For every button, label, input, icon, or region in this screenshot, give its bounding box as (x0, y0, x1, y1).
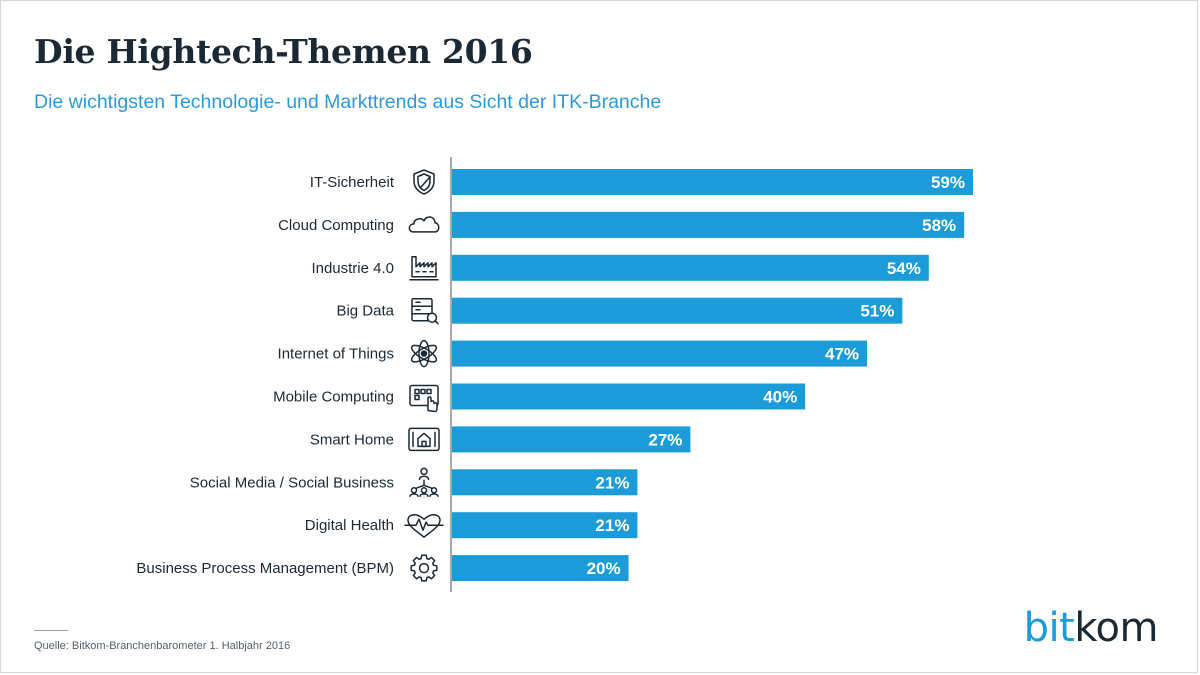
cloud-icon (408, 216, 440, 233)
bar (452, 383, 806, 410)
category-label: Mobile Computing (273, 389, 394, 406)
bar-value-label: 54% (887, 259, 921, 278)
shield-icon (413, 169, 435, 195)
gear-icon (410, 554, 438, 582)
source-divider (34, 630, 68, 631)
tablet-touch-icon (409, 384, 439, 413)
bar-value-label: 40% (763, 388, 797, 407)
category-label: Digital Health (305, 517, 394, 534)
bar (452, 512, 638, 539)
bar-value-label: 59% (931, 173, 965, 192)
category-label: Internet of Things (278, 346, 394, 363)
bar (452, 169, 973, 195)
server-search-icon (411, 297, 439, 325)
bar-value-label: 21% (595, 473, 629, 492)
category-label: Social Media / Social Business (190, 474, 394, 491)
bar (452, 426, 691, 453)
bar-value-label: 20% (587, 559, 621, 578)
bar-value-label: 27% (648, 430, 682, 449)
atom-icon (410, 339, 438, 368)
category-label: Industrie 4.0 (311, 260, 394, 277)
logo-part-kom: kom (1074, 605, 1158, 651)
category-label: Big Data (336, 303, 394, 320)
bar (452, 469, 638, 496)
bar-value-label: 21% (595, 516, 629, 535)
category-label: Business Process Management (BPM) (136, 560, 394, 577)
bar-value-label: 51% (860, 302, 894, 321)
bar (452, 297, 903, 324)
factory-icon (409, 256, 439, 281)
bar-value-label: 47% (825, 345, 859, 364)
bar (452, 340, 867, 367)
category-label: Cloud Computing (278, 217, 394, 234)
people-network-icon (409, 467, 439, 498)
source-note: Quelle: Bitkom-Branchenbarometer 1. Halb… (34, 640, 291, 652)
bar (452, 555, 629, 582)
logo-part-bit: bit (1023, 605, 1075, 651)
bar (452, 254, 929, 281)
bar (452, 211, 965, 238)
category-label: IT-Sicherheit (310, 174, 395, 191)
chart-title: Die Hightech-Themen 2016 (34, 32, 533, 71)
bitkom-logo: bitkom (1023, 605, 1159, 651)
bar-value-label: 58% (922, 216, 956, 235)
chart-subtitle: Die wichtigsten Technologie- und Markttr… (34, 91, 662, 113)
category-label: Smart Home (310, 431, 394, 448)
smart-home-tablet-icon (408, 427, 440, 452)
heart-pulse-icon (404, 514, 444, 538)
